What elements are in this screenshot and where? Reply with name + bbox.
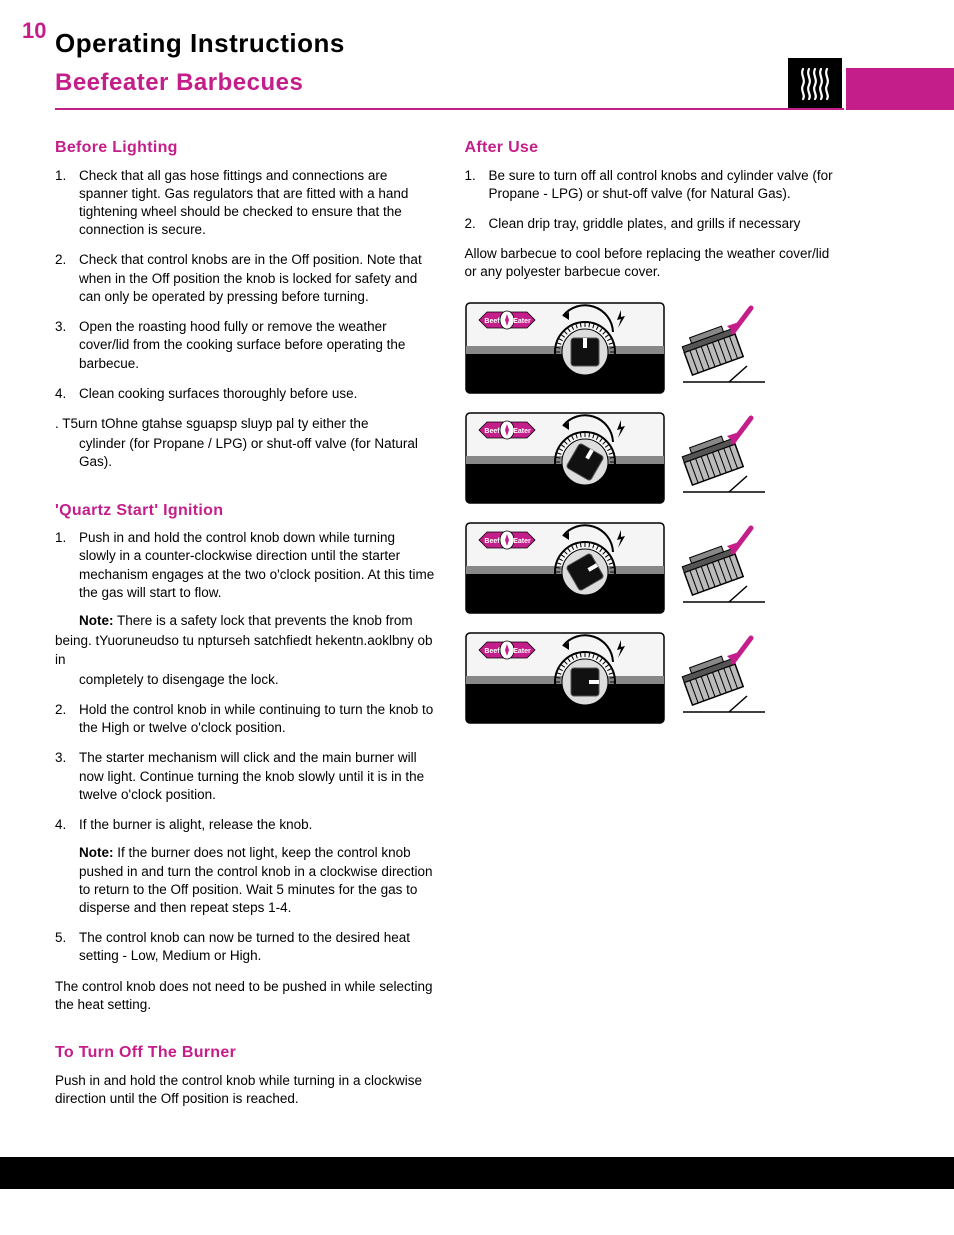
list-item: Open the roasting hood fully or remove t… (55, 318, 435, 373)
diagram-row: Beef Eater (465, 412, 845, 504)
list-item: The starter mechanism will click and the… (55, 749, 435, 804)
heading-before-lighting: Before Lighting (55, 137, 435, 159)
item-text: Push in and hold the control knob down w… (79, 530, 434, 600)
side-dial (679, 302, 775, 394)
list-item: Clean drip tray, griddle plates, and gri… (465, 215, 845, 233)
before-lighting-list: Check that all gas hose fittings and con… (55, 167, 435, 403)
heading-after-use: After Use (465, 137, 845, 159)
svg-text:Beef: Beef (484, 428, 500, 435)
note-block: Note: There is a safety lock that preven… (79, 612, 435, 630)
svg-text:Eater: Eater (513, 428, 531, 435)
side-dial-diagram (679, 632, 775, 724)
garbled-continuation: cylinder (for Propane / LPG) or shut-off… (55, 435, 435, 471)
note-label: Note: (79, 613, 114, 628)
list-item: Check that control knobs are in the Off … (55, 251, 435, 306)
note-block: Note: If the burner does not light, keep… (79, 844, 435, 917)
side-dial (679, 412, 775, 504)
svg-text:Beef: Beef (484, 538, 500, 545)
knob-panel: Beef Eater (465, 522, 665, 614)
list-item: Check that all gas hose fittings and con… (55, 167, 435, 240)
svg-text:Beef: Beef (484, 648, 500, 655)
page-subtitle: Beefeater Barbecues (55, 69, 303, 97)
garbled-text: being. tYuoruneudso tu npturseh satchfie… (55, 632, 435, 668)
svg-text:Eater: Eater (513, 538, 531, 545)
heading-quartz-start: 'Quartz Start' Ignition (55, 500, 435, 522)
side-dial (679, 632, 775, 724)
quartz-tail: The control knob does not need to be pus… (55, 978, 435, 1014)
knob-diagram-stack: Beef Eater (465, 302, 845, 724)
footer-bar (0, 1157, 954, 1189)
diagram-row: Beef Eater (465, 632, 845, 724)
page-number: 10 (22, 18, 46, 44)
knob-panel: Beef Eater (465, 302, 665, 394)
list-item: The control knob can now be turned to th… (55, 929, 435, 965)
list-item: Hold the control knob in while continuin… (55, 701, 435, 737)
svg-text:Eater: Eater (513, 318, 531, 325)
item-text: If the burner is alight, release the kno… (79, 817, 312, 832)
knob-panel-diagram: Beef Eater (465, 302, 665, 394)
turnoff-text: Push in and hold the control knob while … (55, 1072, 435, 1108)
note-text: If the burner does not light, keep the c… (79, 845, 432, 915)
heat-waves-icon (788, 58, 842, 108)
note-label: Note: (79, 845, 114, 860)
header-underline (55, 108, 844, 110)
side-dial (679, 522, 775, 614)
garbled-text: . T5urn tOhne gtahse sguapsp sluyp pal t… (55, 415, 435, 433)
header-accent-bar (846, 68, 954, 110)
list-item: Clean cooking surfaces thoroughly before… (55, 385, 435, 403)
knob-panel-diagram: Beef Eater (465, 522, 665, 614)
content-columns: Before Lighting Check that all gas hose … (55, 137, 844, 1120)
svg-text:Eater: Eater (513, 648, 531, 655)
note-continuation: completely to disengage the lock. (55, 671, 435, 689)
main-title: Operating Instructions (55, 28, 954, 59)
side-dial-diagram (679, 412, 775, 504)
list-item: Be sure to turn off all control knobs an… (465, 167, 845, 203)
note-text: There is a safety lock that prevents the… (114, 613, 413, 628)
after-use-list: Be sure to turn off all control knobs an… (465, 167, 845, 234)
svg-text:Beef: Beef (484, 318, 500, 325)
list-item: Push in and hold the control knob down w… (55, 529, 435, 630)
side-dial-diagram (679, 302, 775, 394)
diagram-row: Beef Eater (465, 522, 845, 614)
list-item: If the burner is alight, release the kno… (55, 816, 435, 917)
side-dial-diagram (679, 522, 775, 614)
diagram-row: Beef Eater (465, 302, 845, 394)
left-column: Before Lighting Check that all gas hose … (55, 137, 435, 1120)
knob-panel: Beef Eater (465, 632, 665, 724)
knob-panel-diagram: Beef Eater (465, 632, 665, 724)
after-use-tail: Allow barbecue to cool before replacing … (465, 245, 845, 281)
quartz-list-cont: Hold the control knob in while continuin… (55, 701, 435, 966)
knob-panel: Beef Eater (465, 412, 665, 504)
heading-turn-off: To Turn Off The Burner (55, 1042, 435, 1064)
right-column: After Use Be sure to turn off all contro… (465, 137, 845, 1120)
knob-panel-diagram: Beef Eater (465, 412, 665, 504)
quartz-list: Push in and hold the control knob down w… (55, 529, 435, 630)
